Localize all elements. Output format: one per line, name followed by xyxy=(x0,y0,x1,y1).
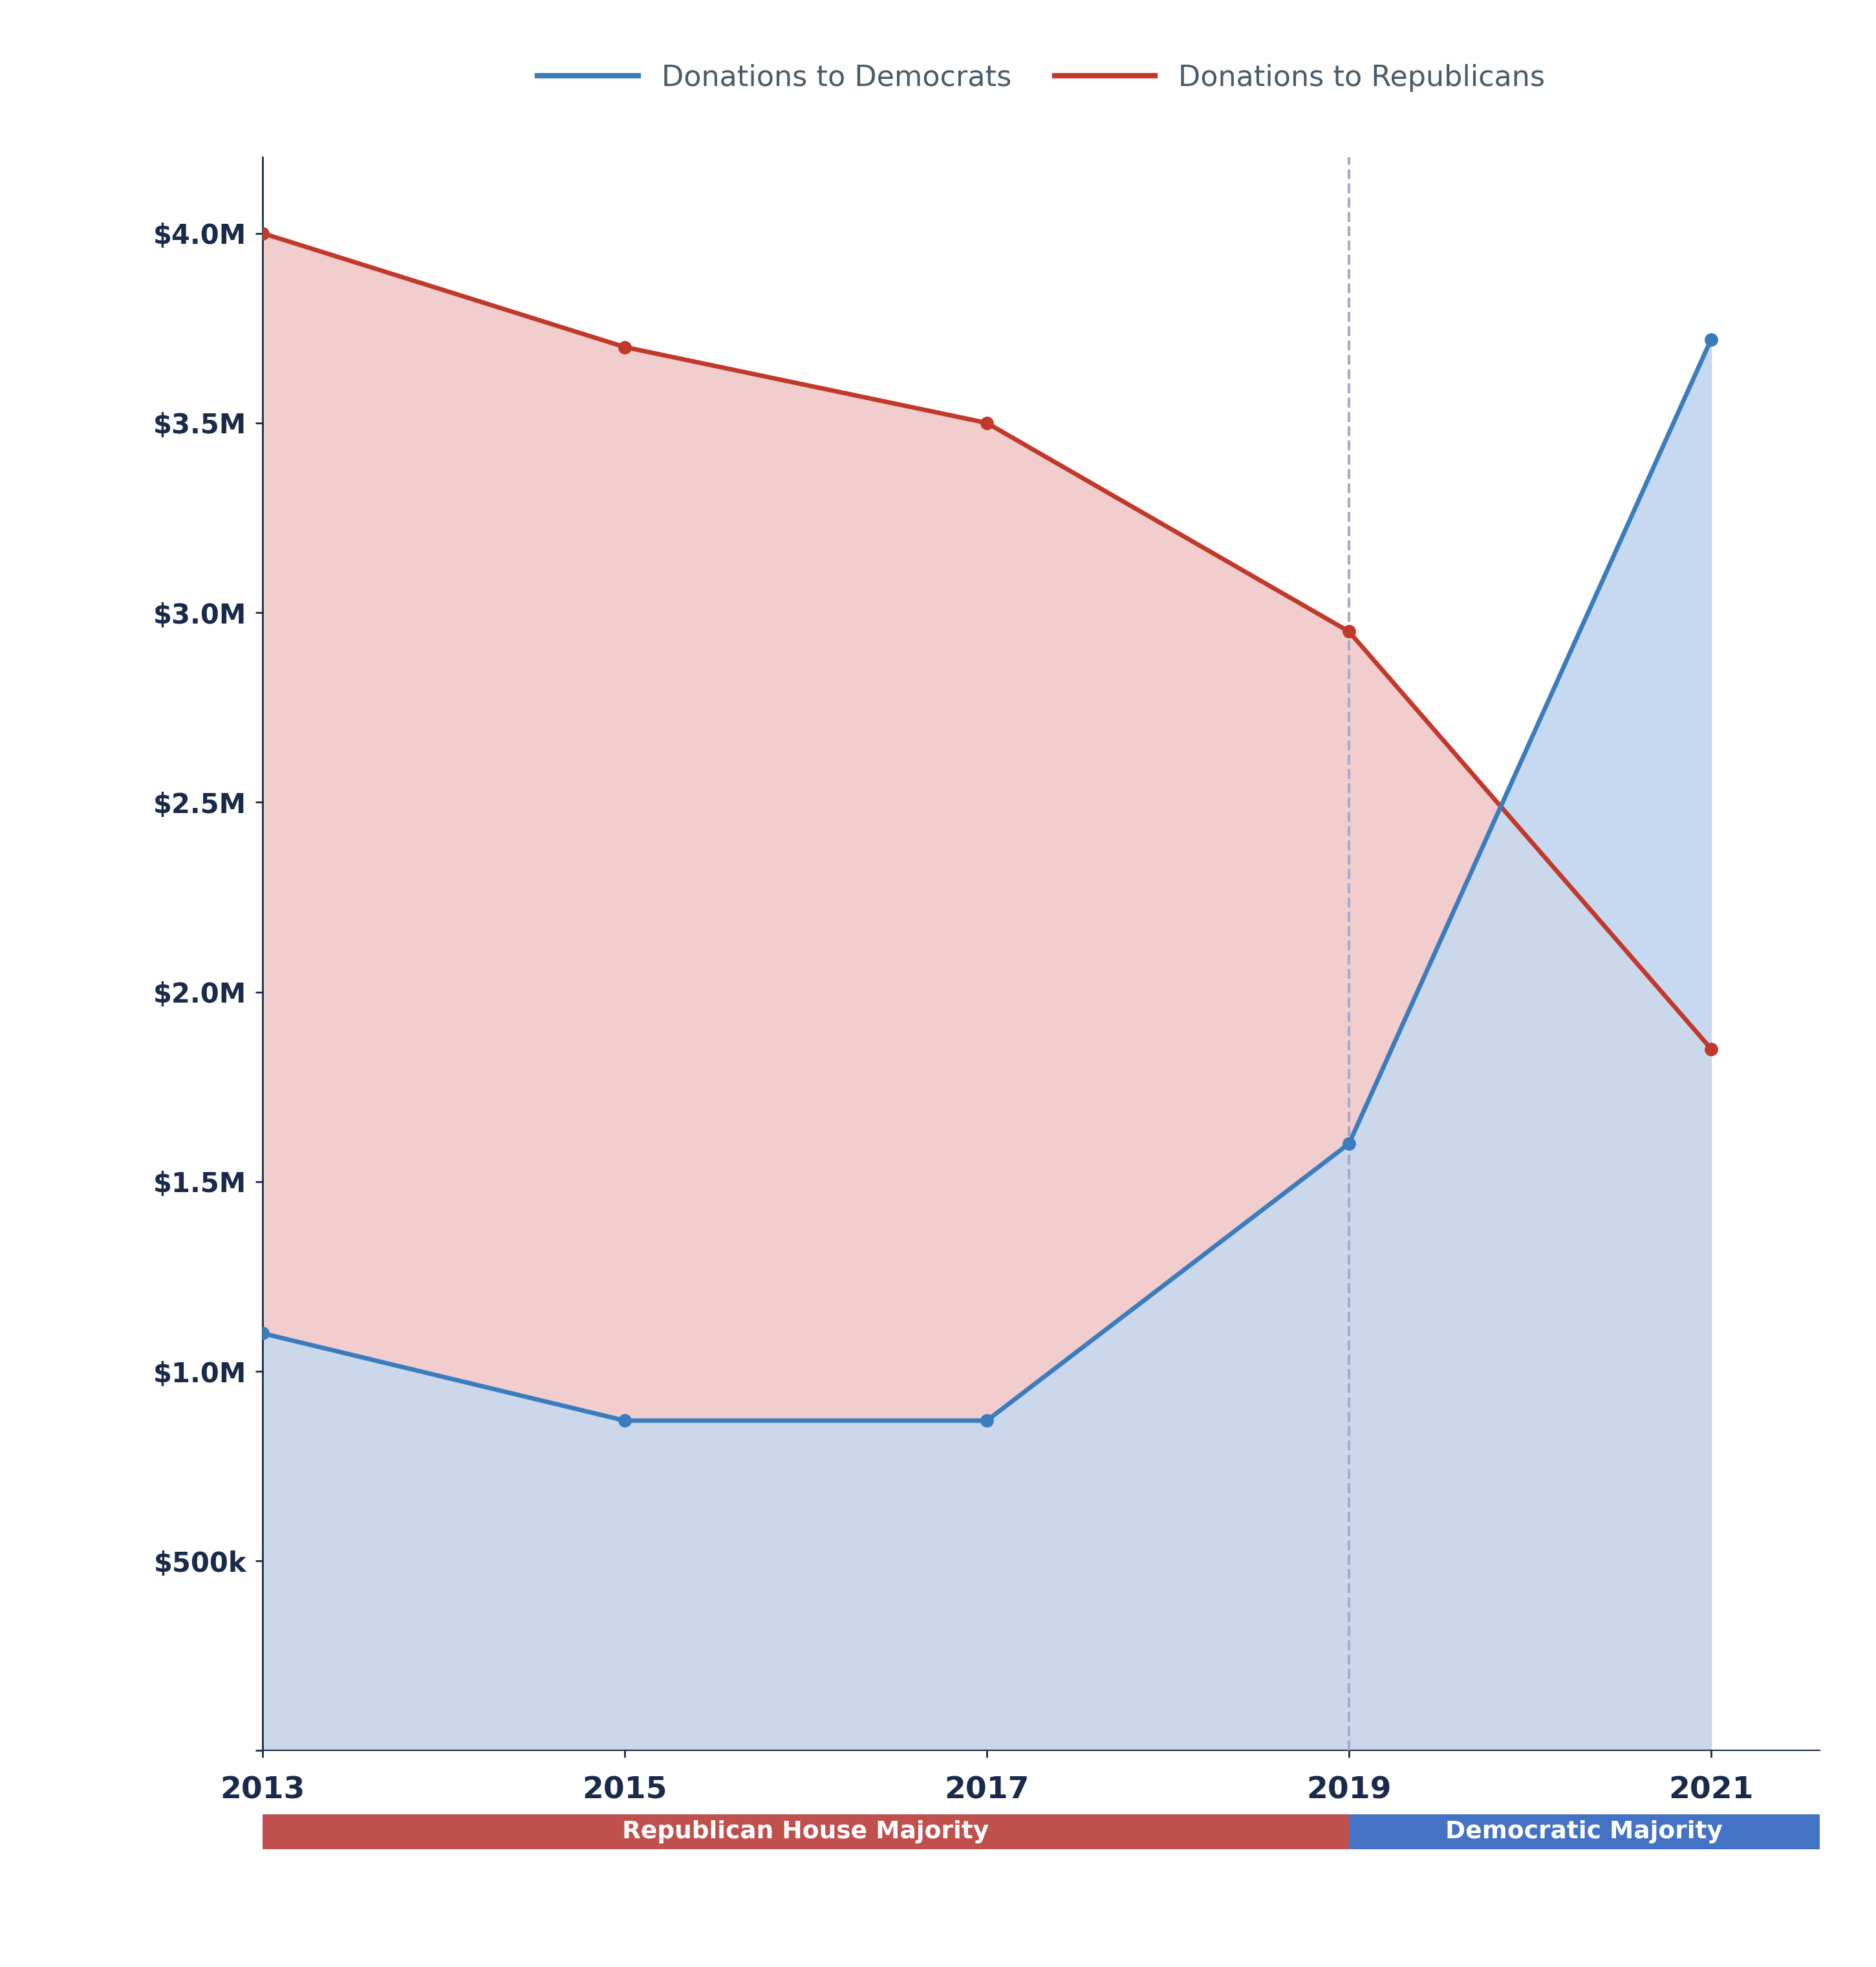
Text: Republican House Majority: Republican House Majority xyxy=(623,1819,989,1843)
Legend: Donations to Democrats, Donations to Republicans: Donations to Democrats, Donations to Rep… xyxy=(525,53,1557,102)
Bar xyxy=(263,1814,1349,1849)
Bar xyxy=(1349,1814,1820,1849)
Text: Democratic Majority: Democratic Majority xyxy=(1446,1819,1722,1843)
